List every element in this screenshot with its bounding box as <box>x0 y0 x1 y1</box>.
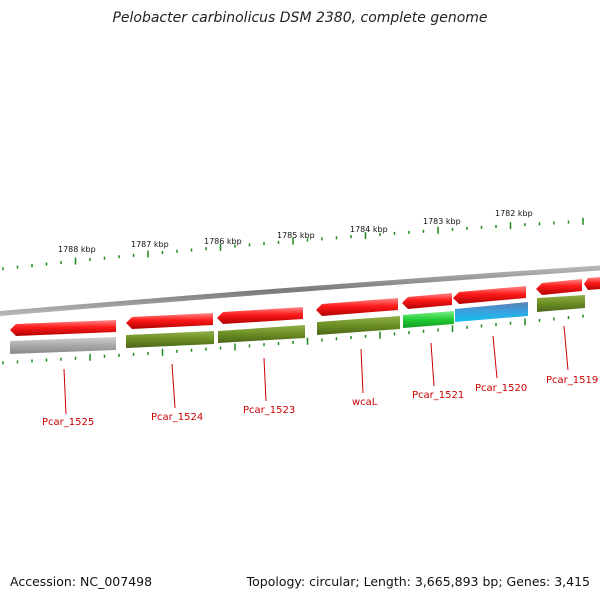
cds-bar-pcar-1523[interactable] <box>218 325 305 343</box>
scale-ticks-top <box>2 217 584 271</box>
cds-bar-pcar-1525[interactable] <box>10 337 116 354</box>
leader-pcar-1521 <box>430 342 435 387</box>
cds-bars <box>10 295 585 354</box>
leader-pcar-1524 <box>171 363 176 409</box>
cds-bar-pcar-1524[interactable] <box>126 331 214 348</box>
gene-labels: Pcar_1525 Pcar_1524 Pcar_1523 wcaL Pcar_… <box>42 375 598 428</box>
scale-label-1782: 1782 kbp <box>495 209 533 218</box>
leader-wcal <box>360 348 364 394</box>
leader-pcar-1525 <box>63 368 67 415</box>
gene-arrow-pcar-1525[interactable] <box>10 320 116 336</box>
gene-label-wcal[interactable]: wcaL <box>352 397 378 408</box>
scale-label-1785: 1785 kbp <box>277 231 315 240</box>
label-leaders <box>63 325 569 415</box>
scale-labels: 1788 kbp 1787 kbp 1786 kbp 1785 kbp 1784… <box>58 209 533 254</box>
gene-label-pcar-1520[interactable]: Pcar_1520 <box>475 383 527 394</box>
gene-arrows <box>10 277 600 336</box>
gene-label-pcar-1524[interactable]: Pcar_1524 <box>151 412 203 423</box>
gene-arrow-pcar-1523[interactable] <box>217 307 303 324</box>
genome-title: Pelobacter carbinolicus DSM 2380, comple… <box>112 10 488 26</box>
gene-arrow-pcar-1521[interactable] <box>402 293 452 309</box>
gene-arrow-pcar-1524[interactable] <box>126 313 213 329</box>
backbone-arc <box>0 265 600 316</box>
cds-bar-pcar-1520[interactable] <box>455 302 528 322</box>
leader-pcar-1519 <box>563 325 569 371</box>
cds-bar-pcar-1521[interactable] <box>403 311 454 328</box>
gene-arrow-pcar-1520[interactable] <box>453 286 526 304</box>
scale-label-1786: 1786 kbp <box>204 237 242 246</box>
scale-ticks-bottom <box>2 314 584 365</box>
scale-label-1788: 1788 kbp <box>58 245 96 254</box>
genome-summary-text: Topology: circular; Length: 3,665,893 bp… <box>246 574 590 589</box>
leader-pcar-1523 <box>263 357 267 402</box>
leader-pcar-1520 <box>492 335 498 379</box>
gene-label-pcar-1521[interactable]: Pcar_1521 <box>412 390 464 401</box>
gene-arrow-next[interactable] <box>584 277 600 290</box>
scale-label-1787: 1787 kbp <box>131 240 169 249</box>
gene-label-pcar-1519[interactable]: Pcar_1519 <box>546 375 598 386</box>
accession-text: Accession: NC_007498 <box>10 574 153 589</box>
gene-label-pcar-1525[interactable]: Pcar_1525 <box>42 417 94 428</box>
scale-label-1783: 1783 kbp <box>423 217 461 226</box>
cds-bar-wcal[interactable] <box>317 316 400 335</box>
gene-arrow-pcar-1519[interactable] <box>536 279 582 295</box>
gene-arrow-wcal[interactable] <box>316 298 398 316</box>
gene-label-pcar-1523[interactable]: Pcar_1523 <box>243 405 295 416</box>
cds-bar-pcar-1519[interactable] <box>537 295 585 312</box>
scale-label-1784: 1784 kbp <box>350 225 388 234</box>
